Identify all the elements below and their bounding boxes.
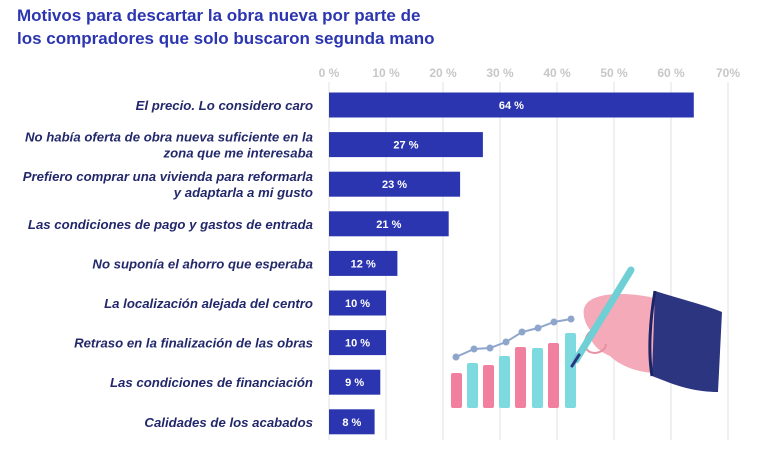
bar [329,330,386,356]
bar [329,211,449,237]
x-tick-label: 70% [716,66,740,80]
illustration-trend-points [452,315,575,361]
chart-title: Motivos para descartar la obra nueva por… [17,4,437,50]
illustration-mini-bar [532,348,543,408]
bar [329,132,483,158]
bar [329,92,694,118]
category-labels: El precio. Lo considero caro No había ofe… [23,98,313,430]
category-label: El precio. Lo considero caro [136,98,313,113]
x-tick-label: 30 % [486,66,514,80]
bar [329,171,461,197]
illustration-mini-bar [515,347,526,408]
x-tick-label: 60 % [657,66,685,80]
x-tick-label: 20 % [429,66,457,80]
illustration-pen [572,266,635,364]
bar [329,409,375,435]
illustration-pen-tip [570,353,581,368]
x-tick-label: 50 % [600,66,628,80]
category-label: No suponía el ahorro que esperaba [92,256,313,271]
x-tick-label: 10 % [372,66,400,80]
bar-value-label: 21 % [376,219,401,231]
bars: 64 % 27 % 23 % 21 % 12 % 10 % 10 % 9 % 8 % [329,92,694,435]
x-tick-label: 40 % [543,66,571,80]
illustration-sleeve [652,291,722,392]
category-label: Prefiero comprar una vivienda para refor… [23,169,313,200]
illustration-mini-bar [451,373,462,408]
bar-value-label: 12 % [351,258,376,270]
illustration-mini-bar [483,365,494,408]
x-tick-label: 0 % [319,66,340,80]
bar-value-label: 64 % [499,100,524,112]
bar-value-label: 10 % [345,338,370,350]
illustration-mini-bar [548,343,559,408]
illustration-mini-bar [467,363,478,408]
chart-title-line-2: los compradores que solo buscaron segund… [17,29,435,48]
illustration-mini-bar [565,333,576,408]
category-label: Las condiciones de financiación [110,375,313,390]
category-label: Retraso en la finalización de las obras [74,336,313,351]
bar-value-label: 23 % [382,179,407,191]
illustration-cuff [648,290,657,377]
hand-drawing-chart-illustration [451,266,722,408]
category-label: La localización alejada del centro [104,296,313,311]
bar [329,369,381,395]
bar-value-label: 10 % [345,298,370,310]
x-axis-ticks: 0 % 10 % 20 % 30 % 40 % 50 % 60 % 70% [319,66,741,80]
bar-value-label: 27 % [393,140,418,152]
category-label: Las condiciones de pago y gastos de entr… [28,217,313,232]
bar-value-label: 8 % [342,417,361,429]
illustration-mini-bar [499,356,510,408]
bar [329,250,398,276]
category-label: Calidades de los acabados [144,415,313,430]
bar-value-label: 9 % [345,377,364,389]
bar [329,290,386,316]
chart-title-line-1: Motivos para descartar la obra nueva por… [17,6,421,25]
category-label: No había oferta de obra nueva suficiente… [25,130,313,161]
